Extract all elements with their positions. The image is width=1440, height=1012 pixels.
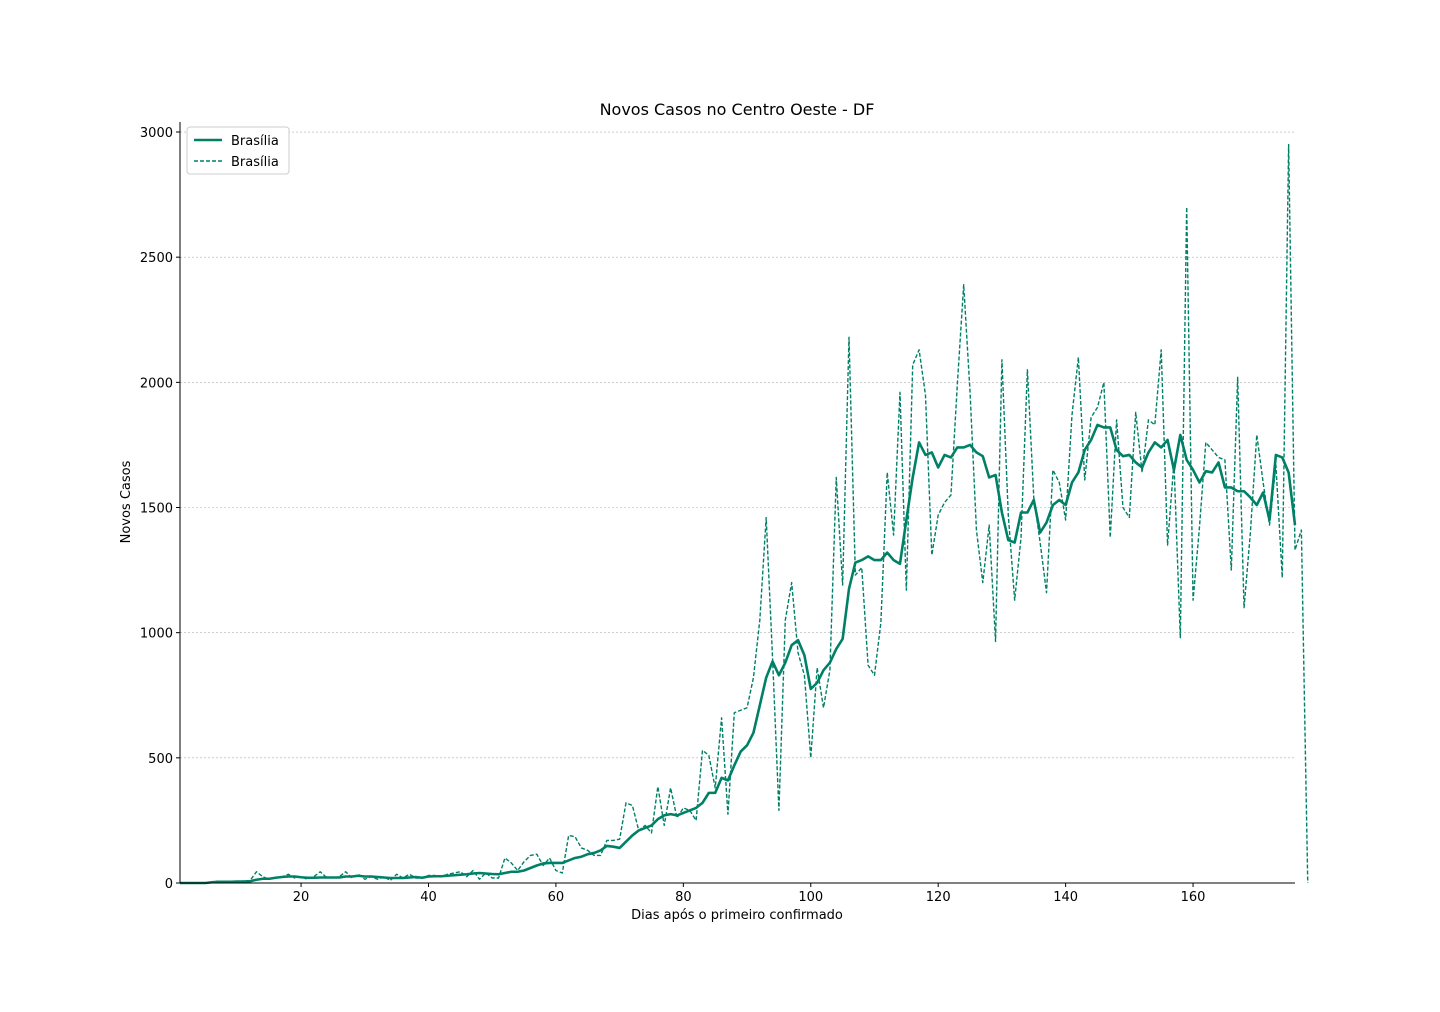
x-tick-label: 40 — [420, 890, 437, 905]
x-tick-label: 20 — [293, 890, 310, 905]
y-tick-label: 3000 — [140, 126, 173, 141]
series-layer — [180, 143, 1309, 885]
y-tick-label: 2500 — [140, 251, 173, 266]
y-axis-label: Novos Casos — [119, 460, 134, 543]
series-line-daily-dashed — [180, 143, 1309, 884]
y-tick-label: 1000 — [140, 627, 173, 642]
x-tick-label: 160 — [1181, 890, 1206, 905]
y-tick-label: 500 — [148, 752, 173, 767]
y-tick-label: 1500 — [140, 502, 173, 517]
tick-layer: 0 500 1000 1500 2000 2500 3000 20 40 60 80 100 120 14… — [140, 126, 1206, 905]
chart-title: Novos Casos no Centro Oeste - DF — [600, 100, 875, 119]
x-tick-label: 120 — [926, 890, 951, 905]
x-axis-label: Dias após o primeiro confirmado — [631, 908, 843, 923]
x-tick-label: 60 — [548, 890, 565, 905]
y-tick-label: 0 — [165, 877, 173, 892]
legend-label-dashed: Brasília — [231, 155, 279, 170]
axes-layer — [179, 122, 1295, 884]
series-line-average-solid — [180, 423, 1297, 885]
x-tick-label: 80 — [675, 890, 692, 905]
legend-box — [186, 126, 290, 175]
x-tick-label: 140 — [1053, 890, 1078, 905]
legend-label-solid: Brasília — [231, 134, 279, 149]
legend: Brasília Brasília — [186, 126, 290, 175]
x-tick-label: 100 — [798, 890, 823, 905]
y-tick-label: 2000 — [140, 376, 173, 391]
